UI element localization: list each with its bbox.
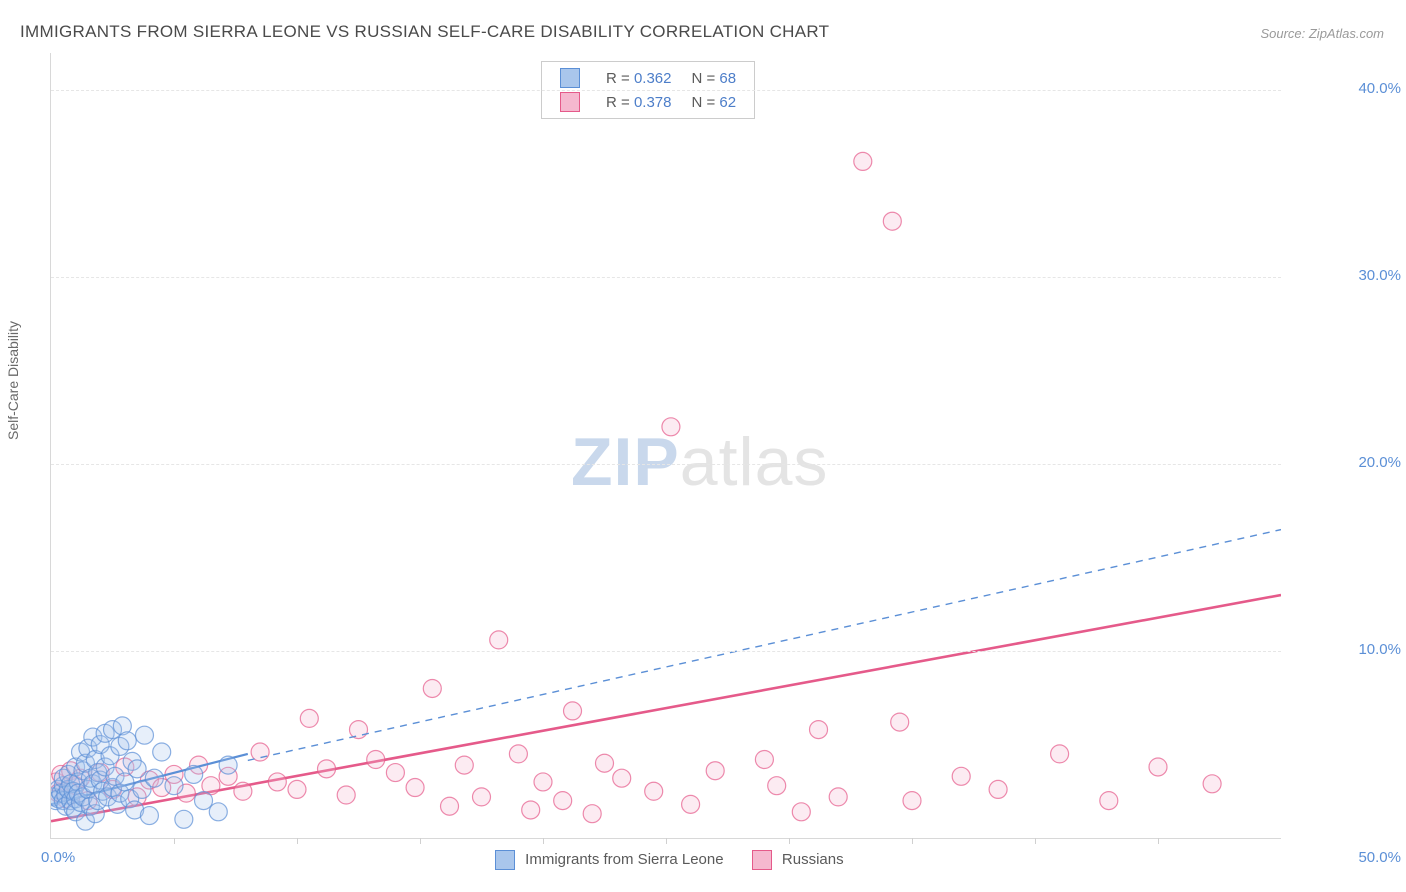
y-tick-label: 10.0% [1291,641,1401,658]
x-tick-mark [420,838,421,844]
y-tick-label: 40.0% [1291,80,1401,97]
legend-label-0: Immigrants from Sierra Leone [525,851,723,868]
x-tick-mark [1158,838,1159,844]
x-tick-last: 50.0% [1291,849,1401,866]
legend-swatch-1 [752,850,772,870]
x-tick-mark [174,838,175,844]
legend-label-1: Russians [782,851,844,868]
legend-swatch-0 [495,850,515,870]
y-axis-label: Self-Care Disability [5,321,21,440]
x-tick-mark [543,838,544,844]
x-tick-first: 0.0% [41,849,75,866]
x-tick-mark [912,838,913,844]
gridline-h [51,651,1281,652]
y-tick-label: 30.0% [1291,267,1401,284]
x-tick-mark [297,838,298,844]
chart-title: IMMIGRANTS FROM SIERRA LEONE VS RUSSIAN … [20,22,829,42]
gridline-h [51,90,1281,91]
x-tick-mark [666,838,667,844]
x-tick-mark [789,838,790,844]
source-attribution: Source: ZipAtlas.com [1260,26,1384,41]
chart-svg [51,53,1281,838]
gridline-h [51,277,1281,278]
series-legend: Immigrants from Sierra Leone Russians [471,850,844,870]
y-tick-label: 20.0% [1291,454,1401,471]
gridline-h [51,464,1281,465]
x-tick-mark [1035,838,1036,844]
chart-plot-area: ZIPatlas R = 0.362 N = 68 R = 0.378 N = … [50,53,1281,839]
